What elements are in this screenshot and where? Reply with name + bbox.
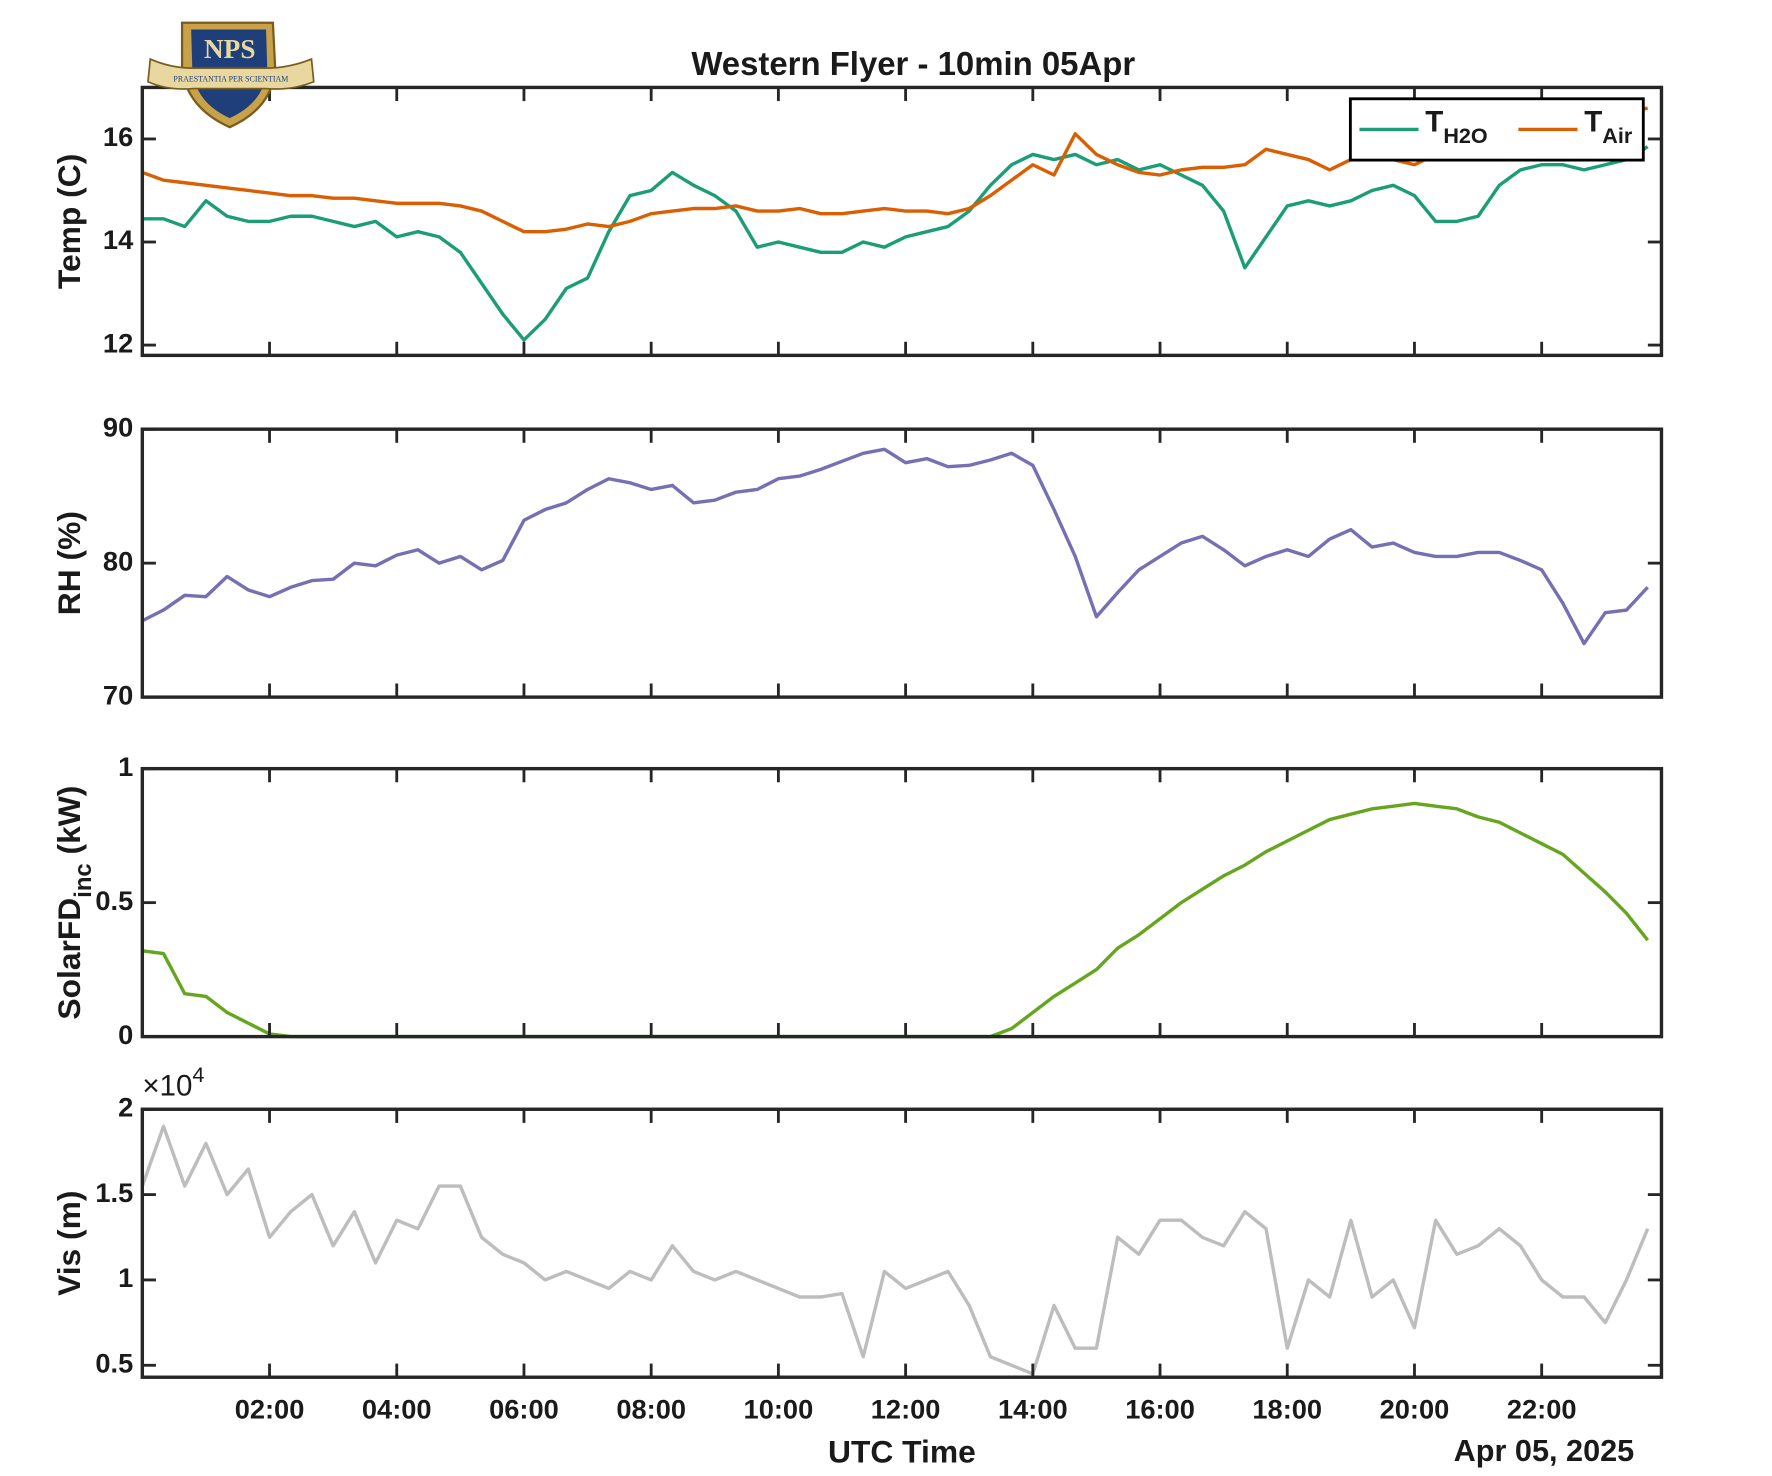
y-multiplier-base: ×10 bbox=[142, 1070, 192, 1103]
y-axis-label-space bbox=[51, 854, 87, 863]
logo-motto: PRAESTANTIA PER SCIENTIAM bbox=[173, 75, 288, 84]
y-multiplier: ×104 bbox=[142, 1062, 204, 1103]
x-axis-date: Apr 05, 2025 bbox=[1454, 1434, 1635, 1468]
data-line bbox=[142, 145, 1649, 342]
logo-text: NPS bbox=[204, 34, 255, 64]
y-axis-label: Temp (C) bbox=[51, 154, 87, 289]
axes-box bbox=[140, 85, 1664, 358]
y-tick-label: 90 bbox=[103, 411, 133, 442]
x-tick-label: 08:00 bbox=[616, 1393, 686, 1424]
y-axis-label: Vis (m) bbox=[51, 1191, 87, 1296]
y-tick-label: 1.5 bbox=[95, 1177, 133, 1208]
x-tick-label: 04:00 bbox=[362, 1393, 432, 1424]
x-axis-label: UTC Time bbox=[828, 1433, 976, 1469]
x-tick-label: 22:00 bbox=[1507, 1393, 1577, 1424]
logo-banner bbox=[147, 57, 315, 90]
y-tick-label: 80 bbox=[103, 545, 133, 576]
y-tick-label: 1 bbox=[118, 751, 133, 782]
x-tick-label: 12:00 bbox=[871, 1393, 941, 1424]
y-tick-label: 12 bbox=[103, 327, 133, 358]
y-axis-label: RH (%) bbox=[51, 511, 87, 615]
x-tick-label: 16:00 bbox=[1125, 1393, 1195, 1424]
legend-label-main: T bbox=[1584, 106, 1602, 139]
logo: NPS PRAESTANTIA PER SCIENTIAM bbox=[147, 21, 315, 129]
y-axis-label-unit: (kW) bbox=[51, 786, 87, 855]
x-tick-label: 20:00 bbox=[1380, 1393, 1450, 1424]
legend-label-sub: H2O bbox=[1443, 123, 1487, 148]
y-axis-label-sub: inc bbox=[70, 863, 97, 897]
legend-label-main: T bbox=[1425, 106, 1443, 139]
y-tick-label: 0 bbox=[118, 1019, 133, 1050]
y-tick-label: 0.5 bbox=[95, 885, 133, 916]
y-tick-label: 0.5 bbox=[95, 1347, 133, 1378]
y-axis-label-main: SolarFD bbox=[51, 898, 87, 1020]
y-tick-label: 16 bbox=[103, 121, 133, 152]
axes-box bbox=[140, 1107, 1664, 1379]
y-axis-label: SolarFDinc (kW) bbox=[51, 786, 97, 1020]
legend-label: TH2O bbox=[1425, 106, 1487, 148]
x-tick-label: 14:00 bbox=[998, 1393, 1068, 1424]
y-tick-label: 70 bbox=[103, 679, 133, 710]
y-axis-label-main: Vis (m) bbox=[51, 1191, 87, 1296]
y-axis-label-main: Temp (C) bbox=[51, 154, 87, 289]
y-tick-label: 2 bbox=[118, 1091, 133, 1122]
y-tick-label: 14 bbox=[103, 224, 133, 255]
data-line bbox=[140, 1124, 1650, 1376]
x-tick-label: 18:00 bbox=[1252, 1393, 1322, 1424]
legend-label: TAir bbox=[1584, 106, 1633, 148]
y-tick-label: 1 bbox=[118, 1262, 133, 1293]
x-tick-label: 02:00 bbox=[235, 1393, 305, 1424]
legend-label-sub: Air bbox=[1602, 123, 1633, 148]
chart-title: Western Flyer - 10min 05Apr bbox=[691, 45, 1135, 82]
data-line bbox=[141, 447, 1649, 646]
x-tick-label: 06:00 bbox=[489, 1393, 559, 1424]
y-axis-label-main: RH (%) bbox=[51, 511, 87, 615]
x-tick-label: 10:00 bbox=[744, 1393, 814, 1424]
y-multiplier-exp: 4 bbox=[192, 1062, 204, 1087]
